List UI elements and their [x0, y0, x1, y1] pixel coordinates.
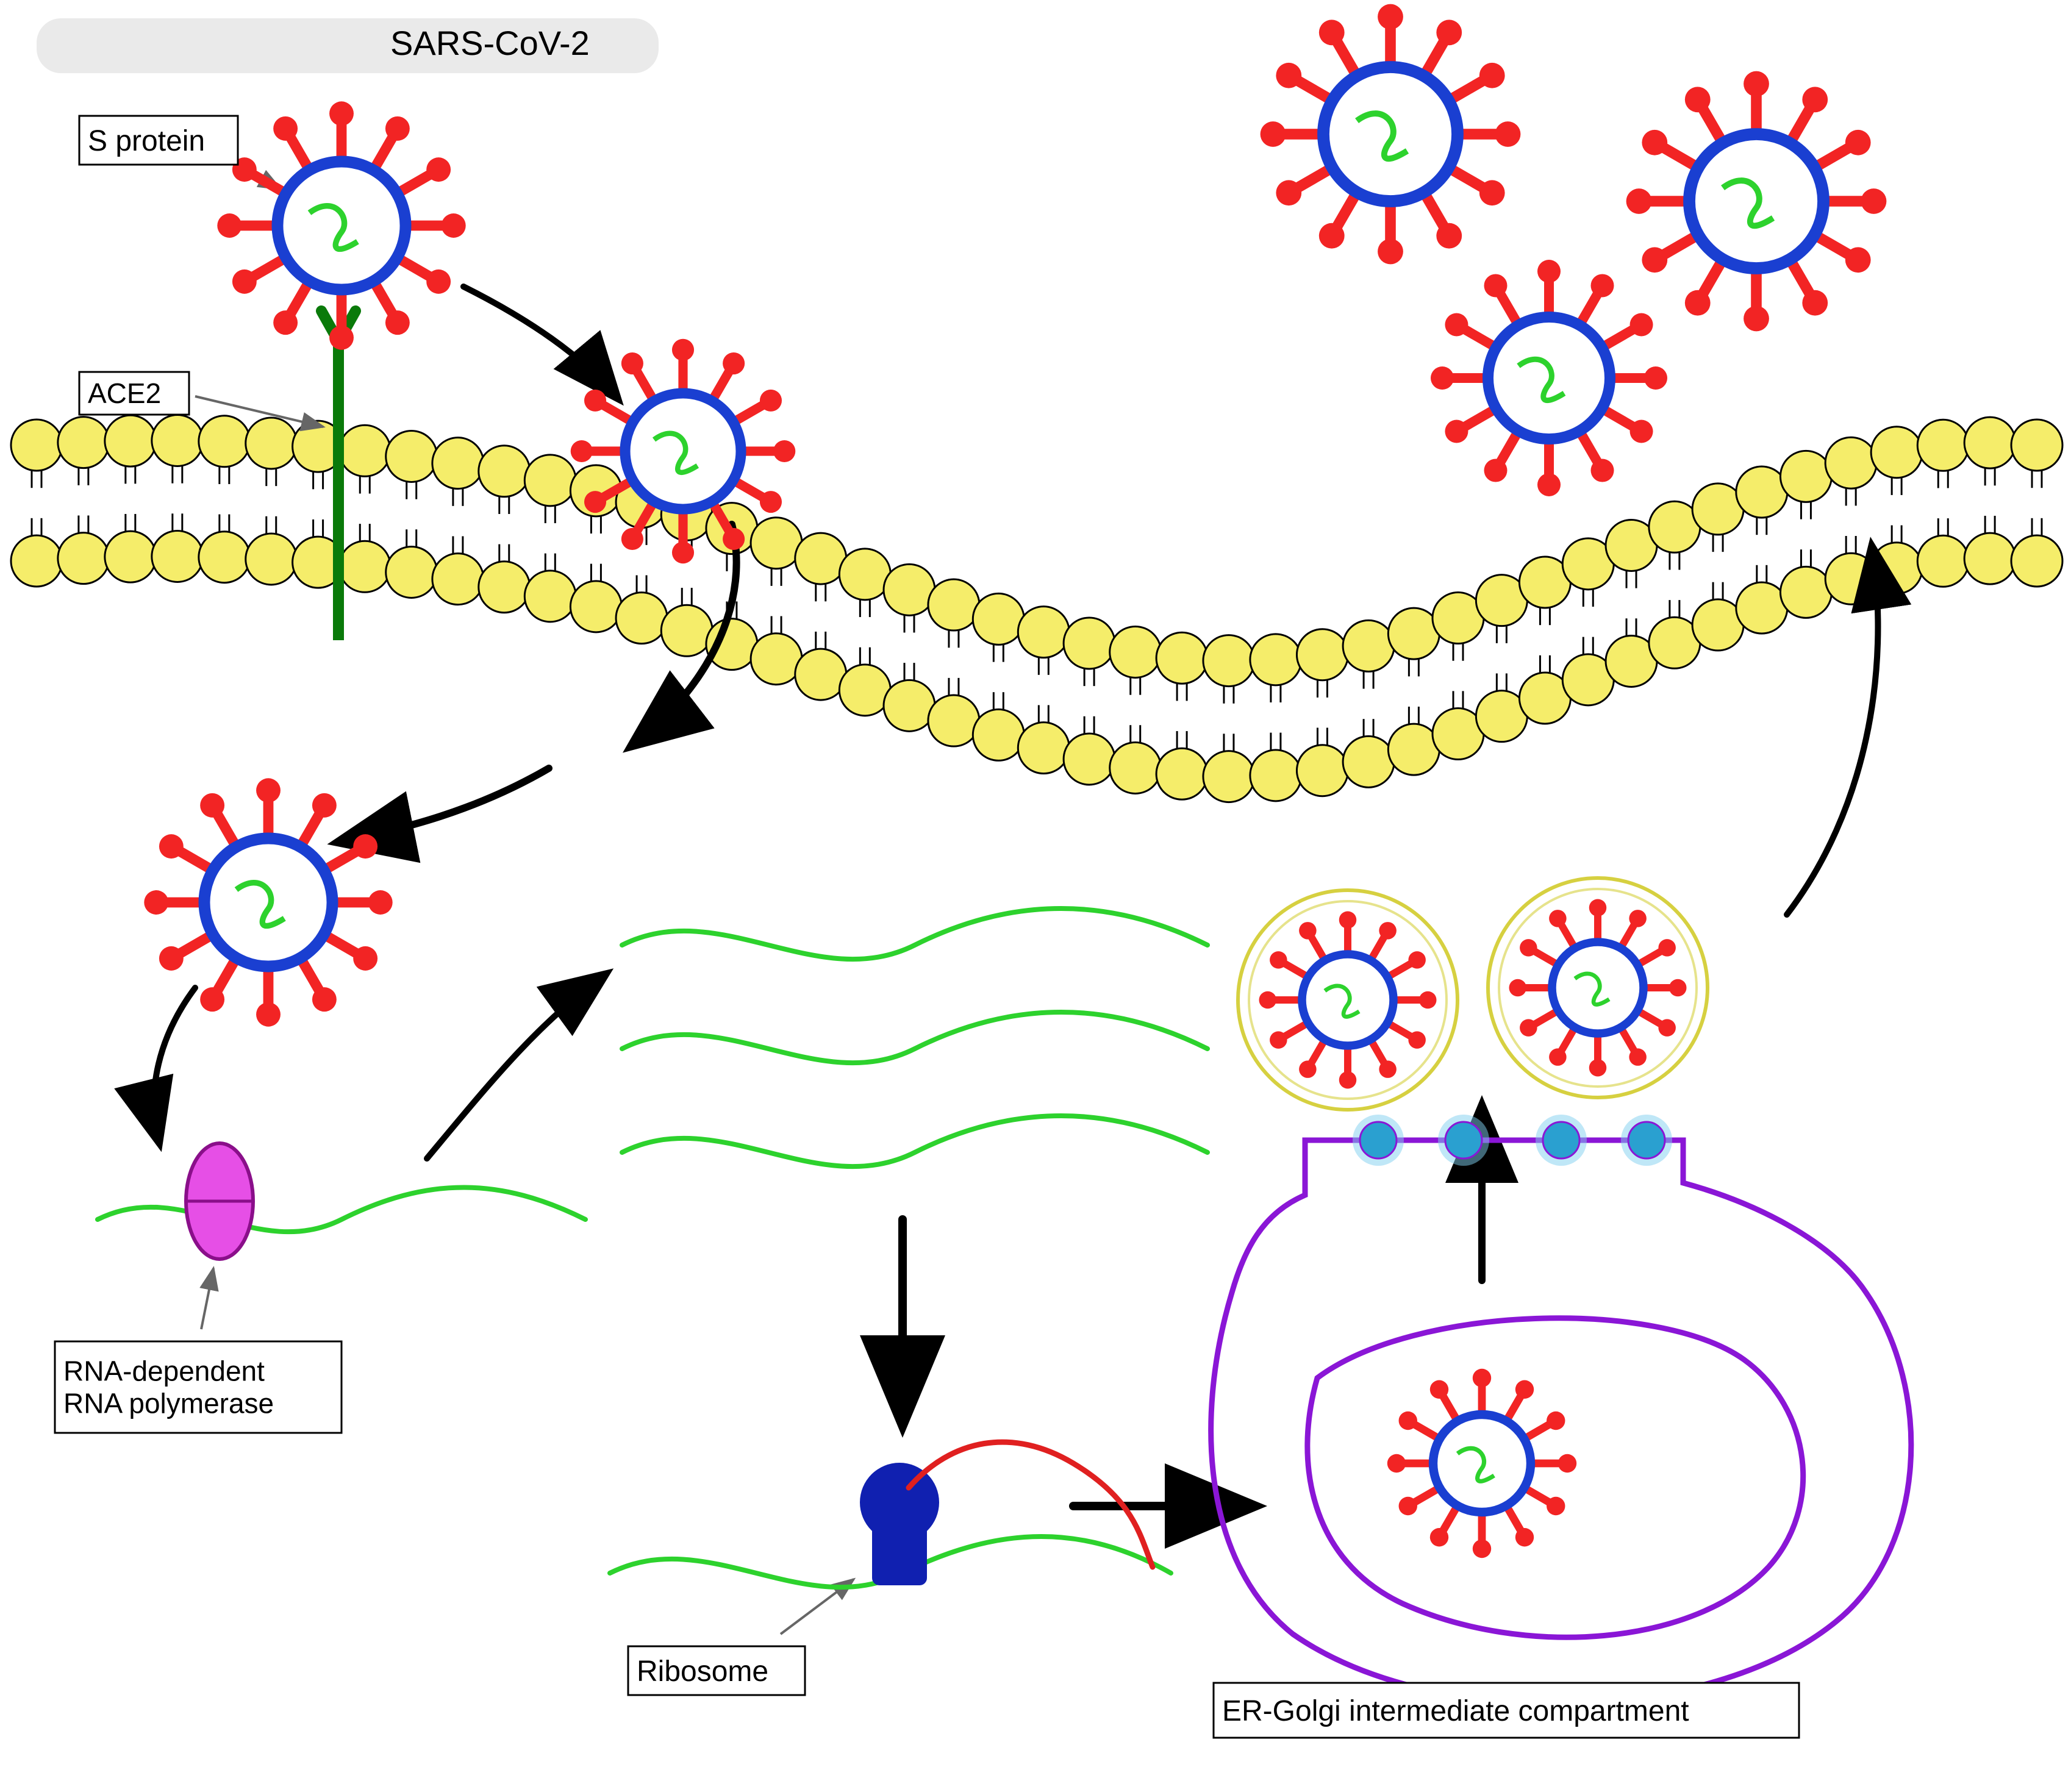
title-label: SARS-CoV-2	[390, 24, 590, 62]
internal-to-rdrp	[154, 988, 196, 1140]
s-protein-label-text: S protein	[88, 125, 205, 157]
diagram-canvas: SARS-CoV-2 S protein ACE2 RNA-dependentRNA …	[0, 0, 2071, 1792]
virus-icon	[1509, 899, 1687, 1077]
rdrp-pointer	[201, 1268, 213, 1329]
virus-icon	[144, 778, 392, 1026]
virus-icon	[217, 101, 465, 349]
rdrp-enzyme	[186, 1143, 253, 1259]
ergic-label-text: ER-Golgi intermediate compartment	[1222, 1695, 1689, 1727]
rdrp-label-text: RNA polymerase	[63, 1388, 274, 1419]
virus-icon	[1259, 912, 1437, 1089]
ribosome	[860, 1442, 1153, 1585]
virus-icon	[1626, 71, 1887, 332]
ergic-compartment	[1211, 1115, 1911, 1704]
ace2-label-text: ACE2	[88, 377, 161, 409]
virus-icon	[1261, 4, 1521, 265]
cell-membrane	[11, 415, 2062, 802]
virus-particles	[144, 4, 1886, 1558]
ribosome-label-text: Ribosome	[637, 1655, 768, 1688]
attach-to-fuse	[463, 287, 616, 396]
rdrp-label-text: RNA-dependent	[63, 1355, 265, 1387]
virus-icon	[1431, 260, 1667, 496]
ace2-receptor	[321, 311, 356, 640]
virus-icon	[1387, 1369, 1576, 1558]
membrane-to-internal	[342, 768, 549, 841]
rdrp-to-copies	[427, 976, 604, 1158]
